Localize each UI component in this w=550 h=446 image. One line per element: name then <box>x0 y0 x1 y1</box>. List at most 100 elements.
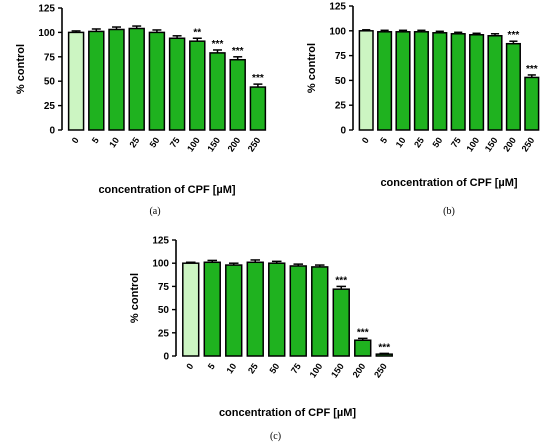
x-tick-label: 250 <box>372 361 389 379</box>
x-tick-label: 100 <box>185 135 202 153</box>
y-tick-label: 25 <box>335 101 347 112</box>
x-axis-label: concentration of CPF [µM] <box>380 177 517 189</box>
bar <box>375 353 393 357</box>
x-tick-label: 0 <box>360 135 371 145</box>
x-tick-label: 150 <box>205 135 222 153</box>
x-tick-label: 75 <box>168 135 182 149</box>
y-tick-label: 25 <box>44 101 56 112</box>
bar <box>395 31 411 131</box>
panel-label: (b) <box>443 206 455 217</box>
y-tick-label: 50 <box>44 77 56 88</box>
significance-label: *** <box>526 64 538 75</box>
y-tick-label: 0 <box>340 126 346 137</box>
y-axis-label: % control <box>15 44 27 94</box>
x-tick-label: 25 <box>412 135 426 149</box>
x-tick-label: 50 <box>148 135 162 149</box>
x-tick-label: 100 <box>464 135 481 153</box>
y-tick-label: 50 <box>335 76 347 87</box>
bar <box>88 30 105 131</box>
x-tick-label: 50 <box>267 361 281 375</box>
panel-label: (a) <box>149 206 160 217</box>
y-tick-label: 75 <box>335 51 347 62</box>
y-tick-label: 125 <box>152 236 169 247</box>
bar <box>128 27 145 131</box>
bar <box>524 76 540 131</box>
x-tick-label: 200 <box>351 361 368 379</box>
x-axis-label: concentration of CPF [µM] <box>98 184 235 196</box>
bar <box>311 266 329 357</box>
x-tick-label: 150 <box>483 135 500 153</box>
x-tick-label: 75 <box>289 361 303 375</box>
y-tick-label: 0 <box>163 352 169 363</box>
y-tick-label: 100 <box>152 259 169 270</box>
x-tick-label: 25 <box>246 361 260 375</box>
bar <box>225 264 243 357</box>
y-tick-label: 125 <box>329 2 346 13</box>
bar <box>413 31 429 131</box>
x-axis-label: concentration of CPF [µM] <box>219 407 356 419</box>
x-tick-label: 250 <box>246 135 263 153</box>
bar <box>268 262 286 357</box>
bar <box>108 28 125 131</box>
bar <box>229 58 246 131</box>
bar <box>505 42 521 131</box>
x-tick-label: 75 <box>449 135 463 149</box>
x-tick-label: 5 <box>206 361 217 371</box>
x-tick-label: 10 <box>394 135 408 149</box>
y-tick-label: 75 <box>44 52 56 63</box>
bar <box>487 35 503 131</box>
x-tick-label: 100 <box>308 361 325 379</box>
bar <box>358 30 374 131</box>
y-axis-label: % control <box>129 273 141 323</box>
x-tick-label: 200 <box>501 135 518 153</box>
y-tick-label: 25 <box>158 328 170 339</box>
bar <box>450 33 466 131</box>
y-tick-label: 0 <box>49 126 55 137</box>
significance-label: ** <box>193 27 201 38</box>
x-tick-label: 0 <box>184 361 195 371</box>
significance-label: *** <box>508 30 520 41</box>
x-tick-label: 250 <box>520 135 537 153</box>
bar <box>148 31 166 131</box>
bar <box>377 31 393 131</box>
bar <box>209 52 226 131</box>
y-tick-label: 100 <box>329 26 346 37</box>
x-tick-label: 5 <box>378 135 389 145</box>
bar <box>189 40 206 131</box>
x-tick-label: 200 <box>226 135 243 153</box>
significance-label: *** <box>335 275 347 286</box>
bar <box>249 86 267 131</box>
x-tick-label: 5 <box>90 135 101 145</box>
x-tick-label: 10 <box>224 361 238 375</box>
significance-label: *** <box>357 327 369 338</box>
bar <box>332 288 350 357</box>
bar <box>203 261 221 357</box>
y-axis-label: % control <box>306 43 318 93</box>
y-tick-label: 50 <box>158 305 170 316</box>
panel-label: (c) <box>270 431 281 442</box>
y-tick-label: 125 <box>38 4 55 15</box>
y-tick-label: 100 <box>38 28 55 39</box>
bar <box>182 262 200 357</box>
x-tick-label: 25 <box>127 135 141 149</box>
bar <box>432 32 448 131</box>
bar <box>168 37 186 131</box>
bar <box>354 339 372 357</box>
significance-label: *** <box>252 73 264 84</box>
y-tick-label: 75 <box>158 282 170 293</box>
significance-label: *** <box>212 39 224 50</box>
significance-label: *** <box>232 46 244 57</box>
bar <box>289 265 307 357</box>
chart-panel: 0 25 50 75 100 125 % control 0 5 10 25 50 75 100 *** 15… <box>129 236 393 442</box>
x-tick-label: 0 <box>70 135 81 145</box>
x-tick-label: 10 <box>107 135 121 149</box>
bar <box>469 34 485 131</box>
significance-label: *** <box>378 342 390 353</box>
bar <box>246 261 264 357</box>
x-tick-label: 50 <box>431 135 445 149</box>
x-tick-label: 150 <box>329 361 346 379</box>
bar <box>67 31 85 131</box>
